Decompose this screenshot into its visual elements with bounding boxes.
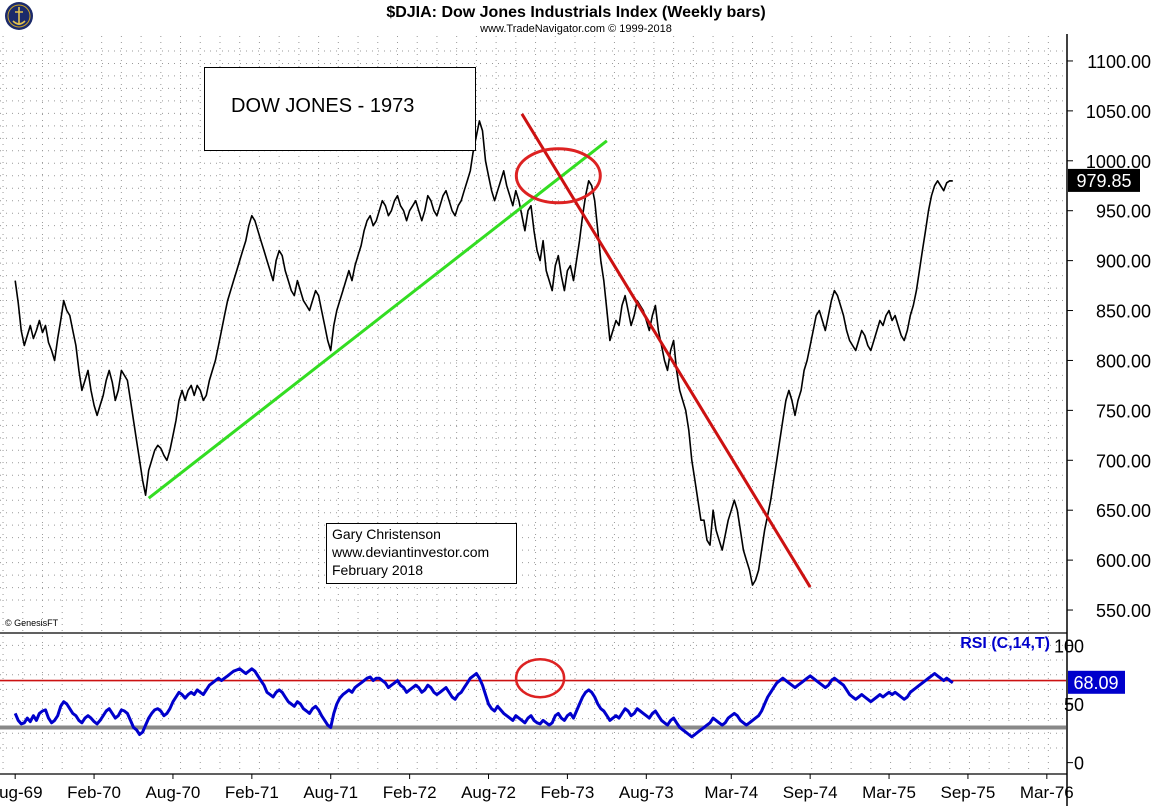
author-name: Gary Christenson — [332, 526, 441, 542]
rsi-series-line — [13, 667, 954, 739]
rsi-title: RSI (C,14,T) — [960, 635, 1050, 652]
last-rsi-box — [1068, 670, 1125, 694]
price-tick-label: 700.00 — [1096, 451, 1151, 471]
author-box: Gary Christenson www.deviantinvestor.com… — [326, 523, 517, 584]
downtrend-trendline — [520, 113, 812, 588]
price-tick-label: 750.00 — [1096, 401, 1151, 421]
x-tick-label: Aug-69 — [0, 783, 43, 802]
rsi-tick-label: 100 — [1054, 636, 1084, 656]
x-tick-label: Mar-76 — [1020, 783, 1074, 802]
price-tick-label: 850.00 — [1096, 302, 1151, 322]
chart-title: $DJIA: Dow Jones Industrials Index (Week… — [386, 4, 765, 21]
x-tick-label: Feb-70 — [67, 783, 121, 802]
price-tick-label: 950.00 — [1096, 202, 1151, 222]
main-label: DOW JONES - 1973 — [231, 95, 415, 117]
rsi-tick-label: 50 — [1064, 695, 1084, 715]
last-rsi-value: 68.09 — [1073, 673, 1118, 693]
price-tick-label: 800.00 — [1096, 351, 1151, 371]
x-tick-label: Feb-71 — [225, 783, 279, 802]
uptrend-trendline — [147, 139, 608, 500]
price-highlight-circle — [514, 147, 602, 205]
price-tick-label: 1050.00 — [1086, 102, 1151, 122]
last-price-box — [1068, 168, 1140, 192]
rsi-highlight-circle — [514, 657, 566, 699]
price-tick-label: 650.00 — [1096, 501, 1151, 521]
x-tick-label: Aug-70 — [146, 783, 201, 802]
x-tick-label: Sep-74 — [783, 783, 838, 802]
x-tick-label: Aug-71 — [303, 783, 358, 802]
x-tick-label: Feb-72 — [383, 783, 437, 802]
main-label-box: DOW JONES - 1973 — [204, 67, 476, 151]
x-tick-label: Mar-74 — [704, 783, 758, 802]
copyright-label: © GenesisFT — [5, 618, 59, 628]
x-tick-label: Feb-73 — [540, 783, 594, 802]
price-tick-label: 1000.00 — [1086, 152, 1151, 172]
x-tick-label: Aug-73 — [619, 783, 674, 802]
price-series-line — [14, 120, 953, 586]
price-tick-label: 900.00 — [1096, 252, 1151, 272]
x-tick-label: Aug-72 — [461, 783, 516, 802]
author-site: www.deviantinvestor.com — [332, 544, 490, 560]
price-layer — [14, 113, 953, 588]
rsi-tick-label: 0 — [1074, 754, 1084, 774]
last-price-value: 979.85 — [1076, 171, 1131, 191]
x-tick-label: Sep-75 — [941, 783, 996, 802]
price-tick-label: 600.00 — [1096, 551, 1151, 571]
logo-icon — [5, 2, 33, 30]
rsi-layer — [0, 657, 1066, 739]
x-tick-label: Mar-75 — [862, 783, 916, 802]
price-tick-label: 1100.00 — [1087, 52, 1151, 72]
author-date: February 2018 — [332, 562, 424, 578]
axis-layer: 550.00 600.00 650.00 700.00 750.00 800.00 850.… — [0, 52, 1151, 802]
price-tick-label: 550.00 — [1096, 601, 1151, 621]
chart-subtitle: www.TradeNavigator.com © 1999-2018 — [479, 23, 672, 35]
